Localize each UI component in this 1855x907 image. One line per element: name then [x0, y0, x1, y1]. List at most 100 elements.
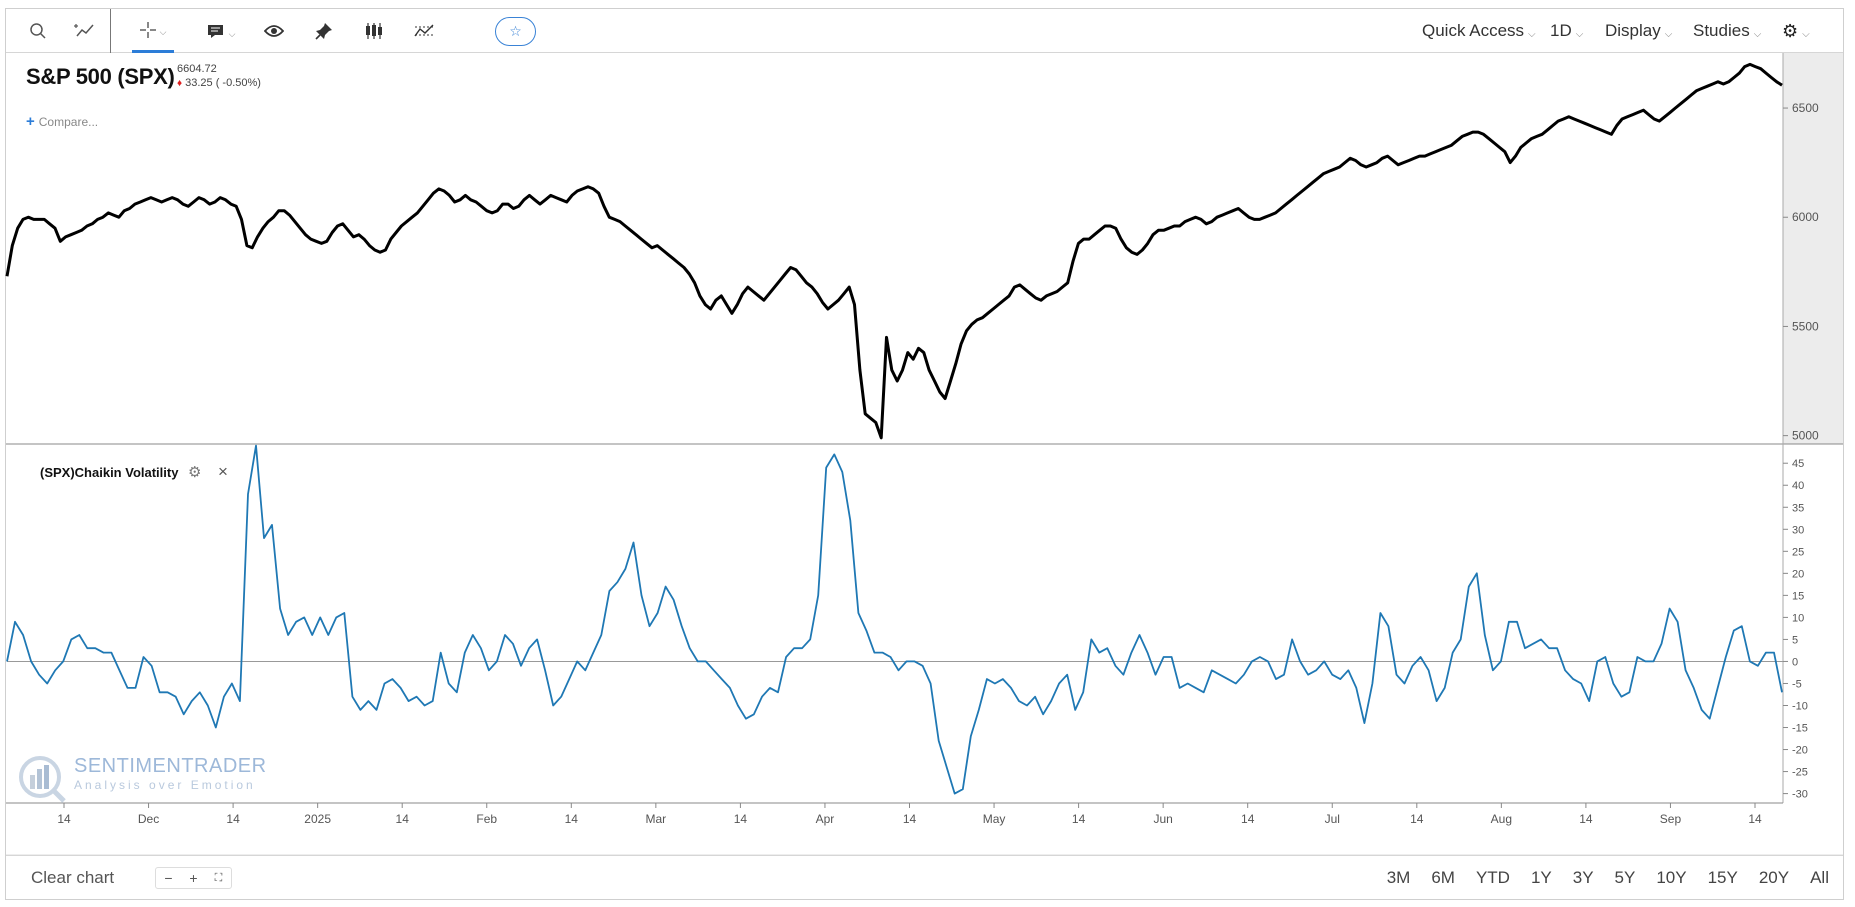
- indicator-y-tick-label: 15: [1792, 590, 1804, 602]
- search-button[interactable]: [18, 9, 58, 53]
- range-button-all[interactable]: All: [1810, 868, 1829, 887]
- display-menu[interactable]: Display ⌵: [1605, 9, 1672, 53]
- indicator-title: (SPX)Chaikin Volatility: [40, 465, 179, 480]
- price-y-tick-label: 5500: [1792, 319, 1819, 333]
- down-arrow-icon: ♦: [177, 78, 183, 89]
- eye-icon: [264, 25, 284, 37]
- indicator-y-tick-label: 20: [1792, 568, 1804, 580]
- zoom-in-button[interactable]: +: [189, 870, 198, 886]
- range-button-3y[interactable]: 3Y: [1572, 868, 1594, 887]
- top-toolbar: ⌵ ⌵: [6, 9, 1843, 53]
- range-button-ytd[interactable]: YTD: [1475, 868, 1510, 887]
- display-label: Display: [1605, 21, 1661, 40]
- range-button-5y[interactable]: 5Y: [1614, 868, 1636, 887]
- range-button-3m[interactable]: 3M: [1386, 868, 1411, 887]
- price-series-line: [5, 62, 1783, 440]
- visibility-button[interactable]: [254, 9, 294, 53]
- symbol-header: S&P 500 (SPX): [26, 64, 175, 90]
- annotation-icon: [207, 25, 223, 38]
- interval-menu[interactable]: 1D ⌵: [1550, 9, 1583, 53]
- logo-icon: [19, 756, 66, 803]
- x-tick-label: Aug: [1491, 812, 1512, 826]
- bottom-toolbar: Clear chart − + ⛶ 3M 6M YTD 1Y 3Y 5Y 10Y 15Y 20Y…: [6, 855, 1843, 899]
- candlestick-button[interactable]: [354, 9, 394, 53]
- quick-access-menu[interactable]: Quick Access ⌵: [1422, 9, 1536, 53]
- chevron-down-icon: ⌵: [1528, 28, 1536, 40]
- zoom-fit-button[interactable]: ⛶: [214, 871, 223, 884]
- indicator-y-tick-label: -25: [1792, 767, 1808, 779]
- range-button-6m[interactable]: 6M: [1431, 868, 1455, 887]
- range-button-15y[interactable]: 15Y: [1707, 868, 1738, 887]
- price-y-tick-label: 6500: [1792, 101, 1819, 115]
- chevron-down-icon: ⌵: [228, 28, 236, 39]
- indicator-y-tick-label: 0: [1792, 656, 1798, 668]
- logo-text: SENTIMENTRADER: [74, 755, 267, 777]
- chart-frame: [5, 8, 1844, 900]
- range-button-10y[interactable]: 10Y: [1656, 868, 1687, 887]
- settings-menu[interactable]: ⚙ ⌵: [1782, 9, 1810, 53]
- gear-icon: ⚙: [188, 464, 202, 481]
- plus-icon: +: [26, 113, 35, 130]
- indicator-y-tick-label: -30: [1792, 789, 1808, 801]
- price-y-tick-label: 5000: [1792, 429, 1819, 443]
- chart-type-icon: [414, 24, 434, 37]
- indicator-y-tick-label: 5: [1792, 634, 1798, 646]
- chart-type-button[interactable]: [404, 9, 444, 53]
- indicator-y-tick-label: -5: [1792, 678, 1802, 690]
- x-tick-label: Feb: [476, 812, 497, 826]
- zoom-out-button[interactable]: −: [164, 870, 173, 886]
- crosshair-button[interactable]: ⌵: [132, 9, 174, 53]
- range-button-1y[interactable]: 1Y: [1530, 868, 1552, 887]
- toolbar-separator: [110, 9, 111, 53]
- compare-button[interactable]: + Compare...: [26, 113, 98, 130]
- quick-access-label: Quick Access: [1422, 21, 1525, 40]
- x-tick-label: 14: [1241, 812, 1255, 826]
- studies-menu[interactable]: Studies ⌵: [1693, 9, 1761, 53]
- zoom-controls: − + ⛶: [155, 867, 232, 889]
- interval-label: 1D: [1550, 21, 1572, 40]
- gear-icon: ⚙: [1782, 20, 1799, 41]
- price-panel: 5000 5500 6000 6500: [5, 62, 1819, 443]
- price-change-value: 33.25 ( -0.50%): [185, 77, 261, 89]
- annotation-button[interactable]: ⌵: [200, 9, 242, 53]
- chevron-down-icon: ⌵: [1753, 28, 1762, 40]
- indicator-y-tick-label: 10: [1792, 612, 1804, 624]
- star-icon: ☆: [509, 23, 522, 39]
- compare-label: Compare...: [38, 115, 99, 129]
- favorite-button[interactable]: ☆: [495, 17, 536, 46]
- time-axis: 14 Dec 14 2025 14 Feb 14 Mar 14 Apr 14 May 14 Jun 14 Ju…: [57, 803, 1762, 826]
- x-tick-label: Jun: [1153, 812, 1172, 826]
- x-tick-label: Jul: [1325, 812, 1340, 826]
- draw-line-icon: [74, 24, 94, 37]
- x-tick-label: 14: [1579, 812, 1593, 826]
- studies-label: Studies: [1693, 21, 1750, 40]
- clear-chart-button[interactable]: Clear chart: [31, 868, 115, 887]
- logo-tagline: Analysis over Emotion: [74, 778, 256, 792]
- indicator-close-button[interactable]: ×: [218, 462, 228, 482]
- price-y-tick-label: 6000: [1792, 210, 1819, 224]
- indicator-y-tick-label: 30: [1792, 524, 1804, 536]
- pin-button[interactable]: [304, 9, 344, 53]
- indicator-series-line: [6, 444, 1783, 795]
- x-tick-label: 14: [903, 812, 917, 826]
- candlestick-icon: [366, 23, 382, 39]
- range-selector: 3M 6M YTD 1Y 3Y 5Y 10Y 15Y 20Y All: [1366, 868, 1829, 888]
- close-icon: ×: [218, 462, 228, 481]
- indicator-y-tick-label: -10: [1792, 700, 1808, 712]
- price-axis-panel: [1783, 53, 1843, 444]
- x-tick-label: 14: [1072, 812, 1086, 826]
- x-tick-label: Mar: [646, 812, 667, 826]
- indicator-panel: -30 -25 -20 -15 -10 -5 0 5 10 15 20 25 30 35 40 45: [6, 444, 1808, 801]
- indicator-settings-button[interactable]: ⚙: [188, 463, 201, 481]
- x-tick-label: Sep: [1660, 812, 1682, 826]
- range-button-20y[interactable]: 20Y: [1758, 868, 1790, 887]
- price-change: ♦ 33.25 ( -0.50%): [177, 77, 261, 89]
- page-title: S&P 500 (SPX): [26, 64, 175, 89]
- x-tick-label: 2025: [304, 812, 331, 826]
- draw-line-button[interactable]: [64, 9, 104, 53]
- chevron-down-icon: ⌵: [1664, 28, 1673, 40]
- indicator-y-tick-label: 25: [1792, 546, 1804, 558]
- indicator-y-tick-label: -20: [1792, 745, 1808, 757]
- search-icon: [30, 23, 46, 39]
